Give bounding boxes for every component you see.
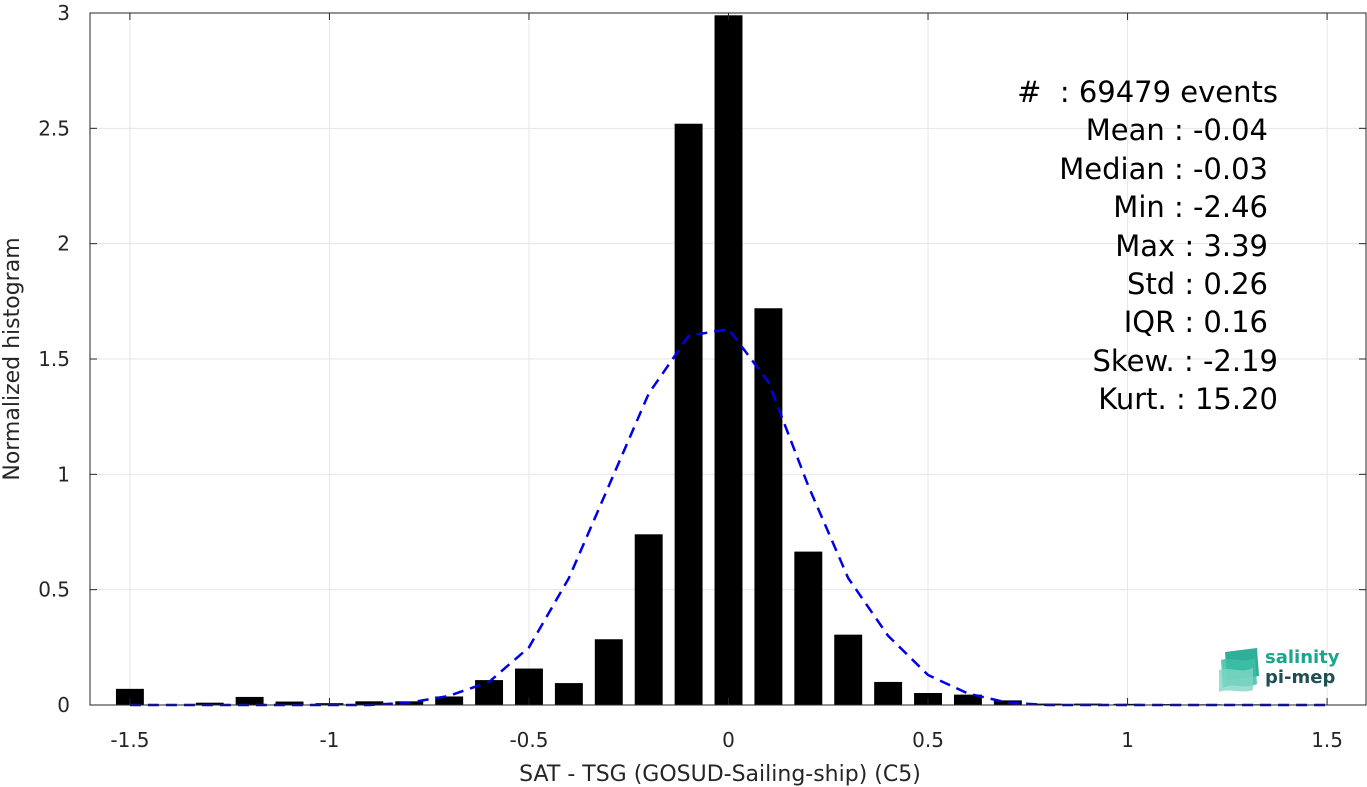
x-tick-label: -1.5 — [110, 728, 149, 752]
logo-line-pimep: pi-mep — [1265, 667, 1336, 688]
y-tick-label: 2.5 — [38, 116, 70, 140]
stat-max: Max : 3.39 — [1115, 228, 1268, 263]
logo-line-salinity: salinity — [1265, 647, 1340, 668]
stat-min: Min : -2.46 — [1113, 190, 1268, 225]
y-tick-label: 0 — [57, 693, 70, 717]
y-tick-label: 2 — [57, 232, 70, 256]
x-tick-label: 1 — [1121, 728, 1134, 752]
stat-mean: Mean : -0.04 — [1085, 113, 1268, 148]
x-tick-label: 0.5 — [912, 728, 944, 752]
histogram-bar — [115, 688, 144, 705]
histogram-bar — [953, 694, 982, 705]
stat-kurt: Kurt. : 15.20 — [1098, 382, 1278, 417]
histogram-bar — [634, 534, 663, 705]
y-axis-label: Normalized histogram — [0, 237, 25, 480]
salinity-pimep-logo: salinity pi-mep — [1217, 646, 1347, 694]
stat-iqr: IQR : 0.16 — [1123, 305, 1268, 340]
stat-std: Std : 0.26 — [1127, 267, 1268, 302]
histogram-bar — [754, 308, 783, 705]
y-tick-label: 1.5 — [38, 347, 70, 371]
x-tick-label: -1 — [319, 728, 339, 752]
histogram-bar — [993, 700, 1022, 705]
x-tick-label: 0 — [722, 728, 735, 752]
histogram-bar — [674, 123, 703, 706]
wave-logo-icon — [1219, 648, 1259, 692]
histogram-bar — [475, 680, 504, 705]
histogram-bar — [834, 634, 863, 705]
y-axis-ticks: 0 0.5 1 1.5 2 2.5 3 — [38, 1, 1366, 717]
x-axis-label: SAT - TSG (GOSUD-Sailing-ship) (C5) — [519, 762, 921, 787]
histogram-bar — [235, 696, 264, 705]
stat-median: Median : -0.03 — [1059, 151, 1268, 186]
histogram-bar — [554, 683, 583, 705]
y-tick-label: 1 — [57, 462, 70, 486]
histogram-bar — [594, 639, 623, 705]
statistics-box: # : 69479 events Mean : -0.04 Median : -… — [1017, 73, 1278, 419]
y-tick-label: 0.5 — [38, 578, 70, 602]
stat-skew: Skew. : -2.19 — [1092, 343, 1278, 378]
y-tick-label: 3 — [57, 1, 70, 25]
stat-count: # : 69479 events — [1017, 75, 1278, 109]
histogram-bar — [874, 681, 903, 705]
histogram-bar — [355, 701, 384, 705]
x-axis-ticks: -1.5 -1 -0.5 0 0.5 1 1.5 — [110, 13, 1343, 752]
histogram-bar — [794, 551, 823, 705]
histogram-bar — [435, 696, 464, 705]
x-tick-label: -0.5 — [509, 728, 548, 752]
histogram-bar — [714, 15, 743, 706]
histogram-bar — [275, 701, 304, 705]
x-tick-label: 1.5 — [1311, 728, 1343, 752]
